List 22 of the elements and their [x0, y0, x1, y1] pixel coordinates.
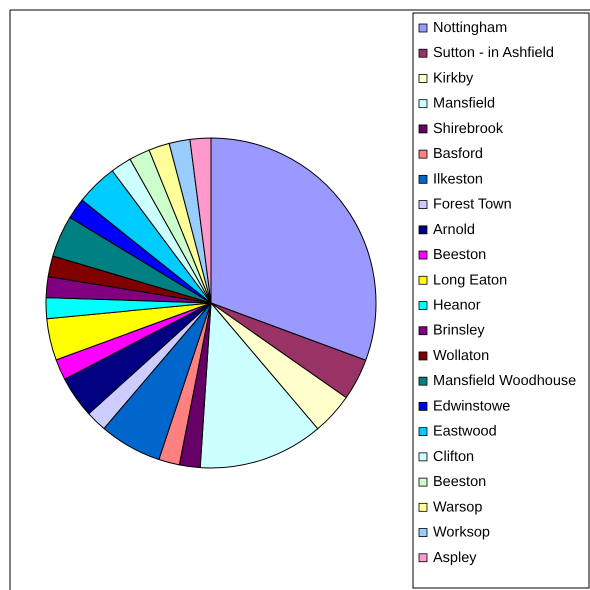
legend-label: Mansfield Woodhouse — [433, 373, 576, 390]
legend-label: Eastwood — [433, 424, 497, 440]
legend-label: Beeston — [433, 247, 486, 264]
legend-label: Edwinstowe — [433, 398, 510, 414]
legend-label: Sutton - in Ashfield — [433, 45, 554, 62]
legend-label: Warsop — [433, 499, 482, 516]
legend-label: Beeston — [433, 474, 486, 490]
legend-label: Long Eaton — [433, 272, 508, 288]
legend-label: Basford — [433, 146, 483, 162]
legend-label: Heanor — [433, 298, 481, 314]
legend-label: Wollaton — [433, 348, 490, 364]
legend-label: Arnold — [433, 222, 475, 238]
legend-label: Clifton — [433, 448, 474, 465]
legend-label: Aspley — [433, 550, 478, 566]
legend-label: Worksop — [433, 524, 490, 541]
legend-label: Shirebrook — [433, 120, 504, 137]
legend-label: Ilkeston — [433, 171, 483, 188]
legend-label: Kirkby — [433, 70, 474, 86]
legend-label: Brinsley — [433, 322, 486, 339]
legend-label: Forest Town — [433, 196, 512, 213]
legend-label: Mansfield — [433, 96, 496, 112]
legend-label: Nottingham — [433, 20, 508, 36]
